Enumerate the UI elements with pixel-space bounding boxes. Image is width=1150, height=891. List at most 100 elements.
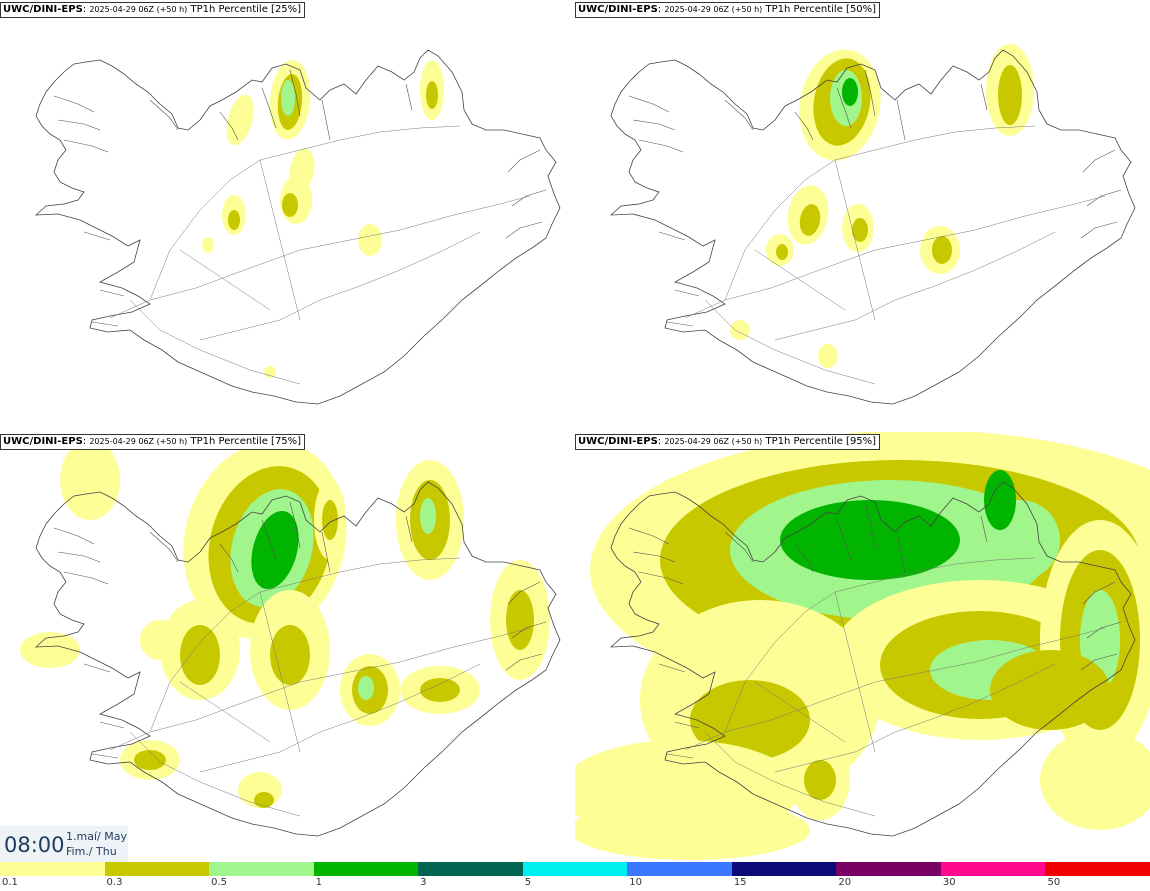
road-line (774, 231, 1056, 341)
fjord-line (511, 189, 547, 207)
road-line (834, 591, 876, 753)
fjord-line (674, 289, 700, 297)
iceland-outline (34, 481, 561, 837)
precipitation-contour (984, 470, 1016, 530)
fjord-line (219, 543, 239, 573)
fjord-line (405, 515, 413, 543)
fjord-line (1082, 149, 1116, 173)
percentile-label: [25%] (271, 4, 302, 15)
fjord-line (261, 519, 277, 561)
road-line (774, 663, 1056, 773)
colorbar-segment (209, 862, 315, 876)
field-label: TP1h Percentile (190, 436, 268, 447)
fjord-line (666, 753, 694, 759)
precipitation-contour (842, 78, 858, 106)
fjord-line (674, 721, 700, 729)
fjord-line (321, 531, 331, 573)
fjord-line (724, 531, 754, 563)
precipitation-contour (289, 148, 315, 192)
panel-header: UWC/DINI-EPS: 2025-04-29 06Z (+50 h) TP1… (0, 2, 306, 18)
colorbar-tick-label: 3 (420, 877, 427, 888)
precipitation-contour (264, 366, 276, 378)
precipitation-contour (60, 440, 120, 520)
fjord-line (99, 721, 125, 729)
fjord-line (91, 321, 119, 327)
fjord-line (83, 663, 111, 673)
precipitation-field (730, 44, 1034, 368)
colorbar-tick-label: 5 (524, 877, 532, 888)
precipitation-contour (420, 678, 460, 702)
colorbar-segment (104, 862, 210, 876)
fjord-line (289, 501, 301, 549)
fjord-line (505, 221, 543, 239)
fjord-line (99, 289, 125, 297)
fjord-line (638, 571, 684, 585)
road-line (259, 591, 301, 753)
precipitation-contour (358, 676, 374, 700)
fjord-line (149, 99, 179, 131)
road-line (149, 557, 461, 733)
fjord-line (1086, 621, 1122, 639)
coastline (609, 481, 1136, 837)
colorbar-tick-label: 10 (629, 877, 642, 888)
iceland-map-p25 (34, 49, 561, 405)
road-line (179, 249, 271, 311)
coastline (609, 49, 1136, 405)
precipitation-contour (228, 210, 240, 230)
colorbar-segment (418, 862, 524, 876)
precipitation-contour (998, 65, 1022, 125)
colorbar-segment (0, 862, 106, 876)
precipitation-contour (270, 625, 310, 685)
precipitation-contour (251, 510, 299, 590)
fjord-line (289, 69, 301, 117)
colorbar-tick-label: 0.1 (2, 877, 18, 888)
colorbar-labels: 0.1 0.3 0.5 1 3 5 10 15 20 30 50 (0, 876, 1150, 891)
precipitation-field (20, 440, 550, 808)
precipitation-contour (20, 632, 80, 668)
precipitation-contour (420, 498, 436, 534)
fjord-line (1082, 581, 1116, 605)
road-line (754, 681, 846, 743)
fjord-line (896, 531, 906, 573)
fjord-line (628, 527, 670, 545)
precipitation-contour (575, 800, 810, 860)
precipitation-contour (226, 94, 254, 146)
fjord-line (53, 95, 95, 113)
fjord-line (83, 231, 111, 241)
precipitation-contour (140, 620, 180, 660)
road-line (179, 681, 271, 743)
colorbar-segment (731, 862, 837, 876)
fjord-line (149, 531, 179, 563)
road-line (834, 159, 876, 321)
fjord-line (507, 149, 541, 173)
road-line (704, 299, 876, 385)
precipitation-contour (776, 244, 788, 260)
fjord-line (63, 571, 109, 585)
source-label: UWC/DINI-EPS (578, 436, 658, 447)
precipitation-contour (322, 500, 338, 540)
colorbar-segment (627, 862, 733, 876)
fjord-line (511, 621, 547, 639)
fjord-line (836, 519, 852, 561)
run-label: 2025-04-29 06Z (+50 h) (664, 5, 763, 14)
colorbar-tick-label: 0.5 (211, 877, 227, 888)
coastline (34, 481, 561, 837)
precipitation-contour (254, 792, 274, 808)
valid-time: 08:00 (4, 833, 65, 857)
road-line (149, 125, 461, 301)
road-line (199, 231, 481, 341)
fjord-line (321, 99, 331, 141)
fjord-line (507, 581, 541, 605)
precipitation-contour (932, 236, 952, 264)
colorbar-segment (313, 862, 419, 876)
colorbar-tick-label: 50 (1047, 877, 1061, 888)
colorbar-segment (940, 862, 1046, 876)
valid-time-box: 08:00 1.maí/ May Fim./ Thu (0, 826, 128, 862)
colorbar-segment (836, 862, 942, 876)
map-panel-p50: UWC/DINI-EPS: 2025-04-29 06Z (+50 h) TP1… (575, 0, 1150, 432)
colorbar-segment (1045, 862, 1150, 876)
run-label: 2025-04-29 06Z (+50 h) (89, 437, 188, 446)
coastline (34, 49, 561, 405)
road-line (259, 159, 301, 321)
road-line (754, 249, 846, 311)
